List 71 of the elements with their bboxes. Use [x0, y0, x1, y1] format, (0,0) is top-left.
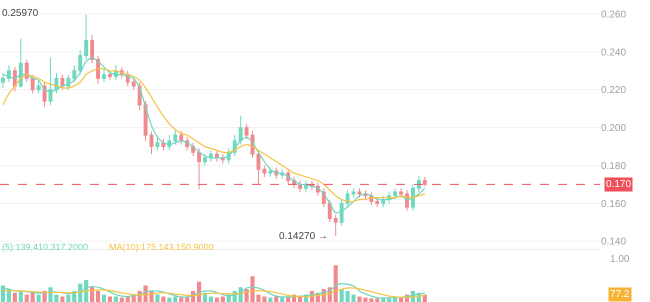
y-tick-label: 0.160: [601, 198, 626, 210]
bar: [161, 296, 166, 302]
candlestick: [220, 154, 225, 164]
candlestick: [268, 166, 272, 178]
annotation: 0.25970: [2, 8, 39, 19]
bar: [351, 294, 356, 302]
bar: [155, 294, 160, 302]
candlestick: [90, 34, 94, 64]
y-tick-label: 0.220: [601, 85, 626, 96]
bar: [96, 290, 100, 302]
y-tick-label: 0.260: [601, 10, 626, 21]
candlestick: [352, 188, 356, 198]
text: 77.2: [610, 289, 630, 300]
bar: [346, 290, 350, 302]
annotation: (5):139,410,317.2000: [2, 242, 88, 252]
candlestick: [208, 150, 213, 162]
candlestick: [108, 70, 112, 81]
bar: [208, 296, 214, 302]
candlestick: [132, 78, 136, 90]
candlestick: [6, 64, 11, 83]
candlestick: [358, 188, 362, 198]
candlestick: [54, 72, 58, 94]
candlestick: [156, 136, 160, 151]
candlestick: [244, 123, 249, 140]
bar: [102, 294, 106, 302]
candlestick: [150, 130, 154, 155]
annotation: MA(10):175,143,150.9000: [109, 242, 214, 252]
candlestick: [238, 115, 243, 146]
y-tick-label: 0.200: [601, 123, 626, 134]
candlestick: [393, 188, 398, 200]
ref-line-label: 0.170: [606, 179, 632, 190]
candlestick: [334, 214, 338, 237]
candlestick: [72, 64, 76, 83]
candlestick: [60, 74, 64, 90]
candlestick: [375, 197, 380, 208]
bar: [422, 294, 427, 302]
bar: [357, 296, 362, 302]
candlestick: [42, 82, 47, 108]
bar: [268, 298, 272, 302]
candlestick: [167, 134, 172, 151]
candlestick: [298, 180, 302, 192]
bar: [256, 294, 261, 302]
candlestick: [422, 176, 427, 187]
candlestick: [262, 164, 266, 178]
candlestick: [36, 80, 41, 94]
candlestick: [66, 74, 70, 90]
bar: [262, 296, 266, 302]
y-tick-label: 0.180: [601, 160, 626, 172]
bar: [54, 294, 59, 302]
y-tick-label: 0.140: [601, 236, 626, 248]
bar: [340, 289, 344, 302]
candlestick: [399, 188, 404, 198]
text: 1.00: [610, 254, 630, 265]
y-tick-label: 0.240: [601, 47, 626, 58]
bar: [12, 292, 17, 302]
candlestick: [214, 150, 219, 162]
candlestick: [203, 154, 207, 166]
bar: [363, 298, 368, 302]
candlestick: [346, 190, 350, 208]
candlestick: [191, 142, 196, 156]
bar: [274, 296, 278, 302]
candlestick: [173, 129, 178, 146]
candlestick: [197, 148, 201, 190]
bar: [108, 296, 112, 302]
candlestick: [144, 100, 148, 142]
candlestick: [30, 74, 35, 94]
candlestick: [416, 175, 421, 192]
bar: [60, 296, 64, 302]
candlestick: [256, 150, 260, 185]
annotation: 0.14270 →: [279, 231, 328, 242]
candlestick: [102, 68, 106, 83]
